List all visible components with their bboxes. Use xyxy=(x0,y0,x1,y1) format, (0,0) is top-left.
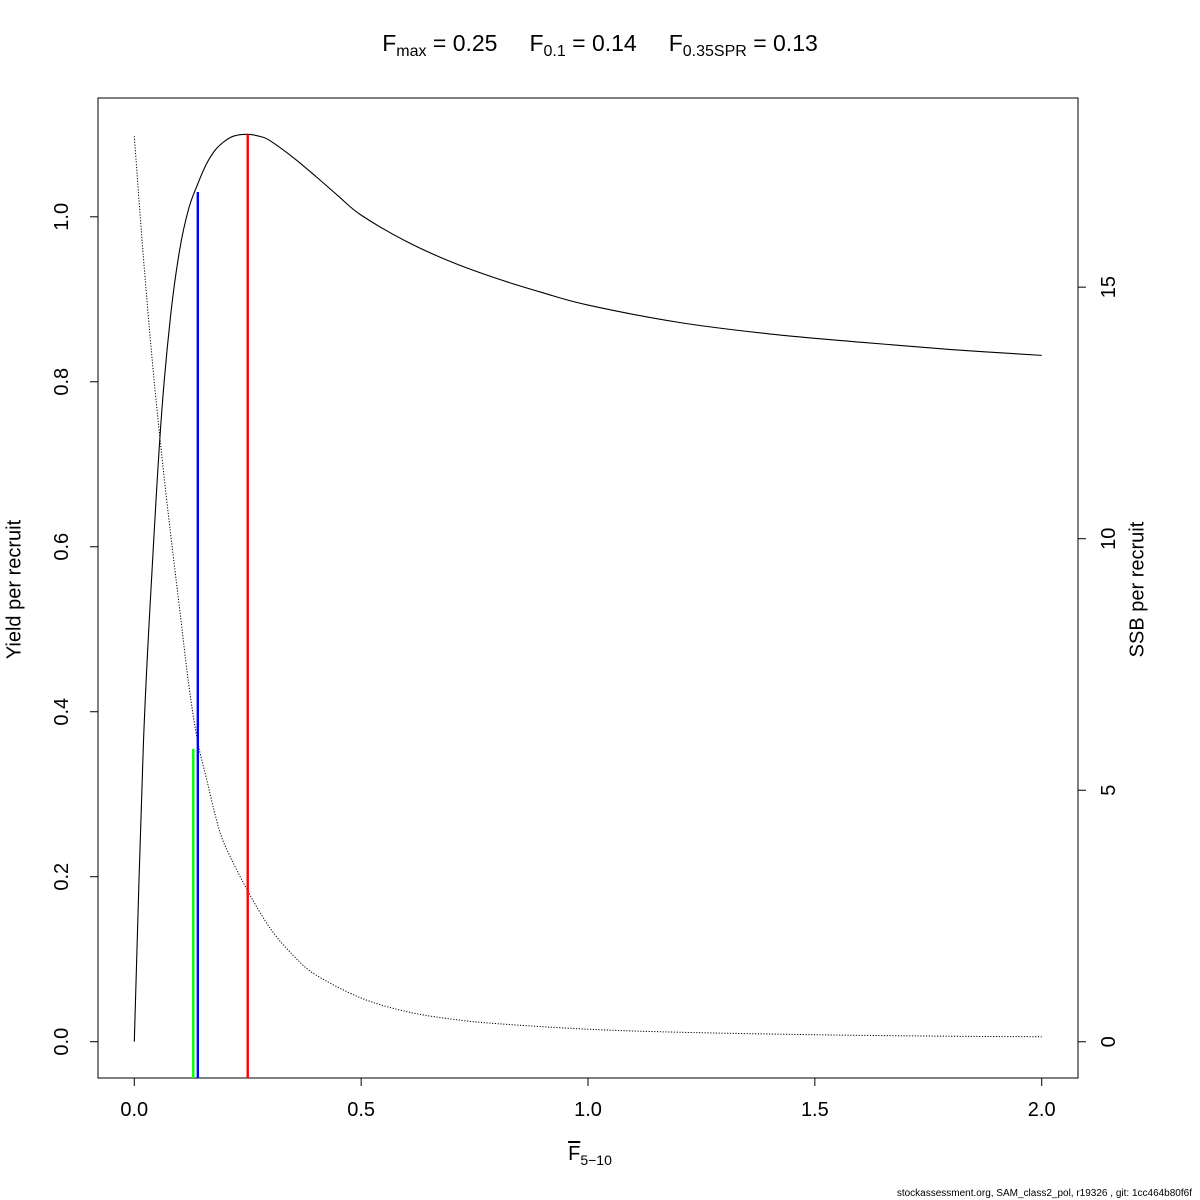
x-axis: 0.0 0.5 1.0 1.5 2.0 xyxy=(120,1077,1056,1121)
ssb-per-recruit-line xyxy=(133,136,1042,1038)
x-tick-label: 0.5 xyxy=(347,1099,375,1121)
footer-credit: stockassessment.org, SAM_class2_pol, r19… xyxy=(896,1188,1192,1199)
x-tick-label: 0.0 xyxy=(120,1099,148,1121)
y-tick-label: 0.4 xyxy=(51,698,73,726)
y2-tick-label: 15 xyxy=(1098,276,1120,298)
x-tick-label: 1.5 xyxy=(801,1099,829,1121)
plot-frame xyxy=(97,97,1079,1079)
reference-lines xyxy=(192,134,249,1078)
y2-tick-label: 10 xyxy=(1098,528,1120,550)
y-axis-left: 0.0 0.2 0.4 0.6 0.8 1.0 xyxy=(51,203,99,1056)
x-tick-label: 2.0 xyxy=(1028,1099,1056,1121)
series-layer xyxy=(133,133,1042,1042)
y-axis-label-right: SSB per recruit xyxy=(1126,521,1149,658)
y-tick-label: 0.8 xyxy=(51,368,73,396)
x-axis-label: F5−10 xyxy=(568,1143,612,1168)
y-tick-label: 1.0 xyxy=(51,203,73,231)
title-fspr: F0.35SPR = 0.13 xyxy=(668,30,818,60)
yield-per-recruit-line xyxy=(133,133,1042,1042)
y-tick-label: 0.2 xyxy=(51,863,73,891)
title-f01: F0.1 = 0.14 xyxy=(529,30,637,60)
title-fmax: Fmax = 0.25 xyxy=(382,30,498,60)
x-tick-label: 1.0 xyxy=(574,1099,602,1121)
y-tick-label: 0.0 xyxy=(51,1028,73,1056)
chart-title: Fmax = 0.25 F0.1 = 0.14 F0.35SPR = 0.13 xyxy=(0,30,1200,61)
y-tick-label: 0.6 xyxy=(51,533,73,561)
y-axis-right: 0 5 10 15 xyxy=(1077,276,1120,1047)
y-axis-label-left: Yield per recruit xyxy=(3,519,26,660)
y2-tick-label: 5 xyxy=(1098,785,1120,796)
y2-tick-label: 0 xyxy=(1098,1036,1120,1047)
